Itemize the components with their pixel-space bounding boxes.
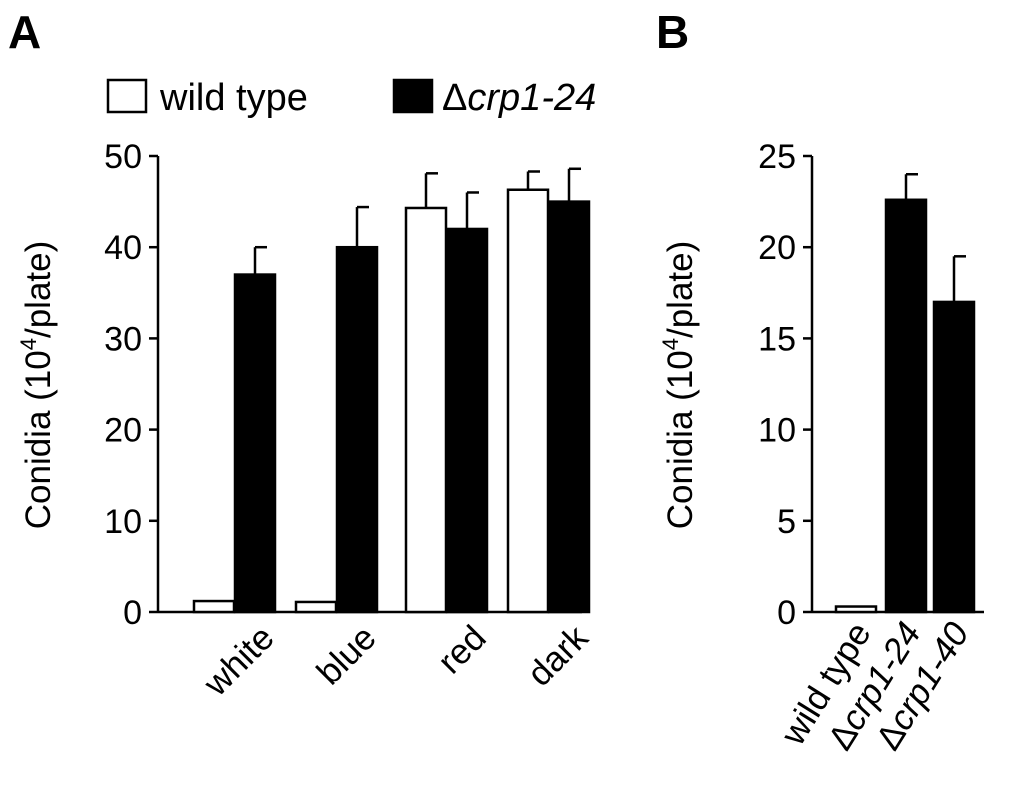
y-tick-label: 15 — [758, 320, 796, 358]
legend-label-wild-type: wild type — [159, 77, 308, 119]
y-tick-label: 40 — [104, 229, 142, 267]
legend-swatch-crp1-24 — [392, 78, 434, 114]
panel-b-ylabel-main: Conidia (10 — [661, 350, 700, 529]
y-tick-label: 25 — [758, 138, 796, 176]
panel-a-letter: A — [8, 6, 41, 58]
panel-b-ylabel-sup: 4 — [658, 338, 683, 350]
bar — [834, 605, 878, 614]
y-tick-label: 20 — [104, 412, 142, 450]
bar — [884, 198, 928, 614]
y-tick-label: 20 — [758, 229, 796, 267]
bar — [506, 188, 550, 614]
y-tick-label: 5 — [777, 503, 796, 541]
bar — [445, 227, 489, 614]
bar — [233, 273, 277, 614]
y-tick-label: 10 — [758, 412, 796, 450]
bar — [335, 245, 379, 614]
panel-b-y-axis-title: Conidia (104/plate) — [658, 241, 700, 530]
panel-a-ylabel-main: Conidia (10 — [19, 350, 58, 529]
y-tick-label: 0 — [123, 594, 142, 632]
panel-b-ylabel-tail: /plate) — [661, 241, 700, 338]
bar — [192, 599, 236, 614]
panel-a-ylabel-tail: /plate) — [19, 241, 58, 338]
panel-b-letter: B — [656, 6, 689, 58]
panel-a-plot: 0 10 20 30 40 50 white blue red dark — [104, 138, 596, 704]
y-tick-label: 10 — [104, 503, 142, 541]
legend-delta: Δ — [442, 77, 467, 119]
legend-swatch-wild-type — [106, 78, 148, 114]
bar — [932, 300, 976, 614]
y-tick-label: 50 — [104, 138, 142, 176]
y-tick-label: 30 — [104, 320, 142, 358]
panel-a-ylabel-sup: 4 — [16, 338, 41, 350]
x-category-label: blue — [309, 618, 383, 692]
bar — [294, 600, 338, 614]
legend-crp1-24-text: crp1-24 — [467, 77, 596, 119]
legend: wild type Δcrp1-24 — [106, 77, 596, 119]
bar — [404, 206, 448, 614]
x-category-label: red — [430, 618, 493, 681]
panel-a-y-axis-title: Conidia (104/plate) — [16, 241, 58, 530]
x-category-label: white — [196, 618, 282, 704]
y-tick-label: 0 — [777, 594, 796, 632]
legend-label-crp1-24: Δcrp1-24 — [442, 77, 596, 119]
x-category-label: dark — [520, 618, 596, 694]
bar — [547, 200, 591, 614]
